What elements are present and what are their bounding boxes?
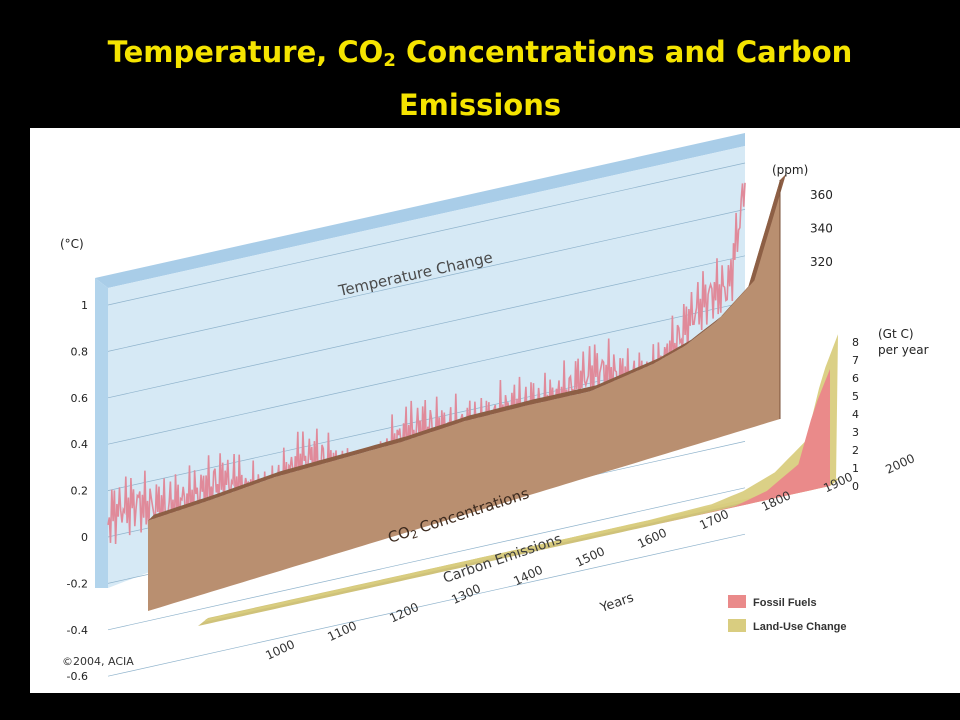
temperature-gridline xyxy=(107,301,746,445)
temperature-unit-label: (°C) xyxy=(60,237,84,251)
temperature-y-tick-label: -0.6 xyxy=(67,670,88,683)
year-tick-label: 1600 xyxy=(635,526,669,552)
legend-label-fossil-fuels: Fossil Fuels xyxy=(753,597,817,609)
year-tick-label: 1400 xyxy=(511,563,545,589)
chart-svg: Temperature Change (°C) 10.80.60.40.20-0… xyxy=(60,133,929,683)
emissions-y-tick-label: 5 xyxy=(852,390,859,403)
emissions-unit-label: (Gt C) xyxy=(878,327,914,341)
temperature-gridline xyxy=(107,533,746,677)
legend-swatch-land-use-change xyxy=(728,619,746,632)
year-tick-label: 1200 xyxy=(387,600,421,626)
temperature-gridline xyxy=(107,255,746,399)
temperature-y-tick-label: -0.2 xyxy=(67,577,88,590)
temperature-gridline xyxy=(107,487,746,631)
co2-unit-label: (ppm) xyxy=(772,163,808,177)
year-tick-label: 1100 xyxy=(325,619,359,645)
temperature-y-tick-label: 0.2 xyxy=(71,485,89,498)
emissions-y-tick-label: 1 xyxy=(852,462,859,475)
carbon-emissions-strip xyxy=(198,334,840,626)
co2-y-tick-labels: 360 340 320 xyxy=(810,188,833,269)
temperature-panel-top-edge xyxy=(95,133,745,288)
emissions-unit-label-2: per year xyxy=(878,343,929,357)
year-tick-label: 2000 xyxy=(883,451,917,477)
temperature-y-tick-label: 0.8 xyxy=(71,345,89,358)
legend: Fossil Fuels Land-Use Change xyxy=(728,595,847,633)
emissions-y-tick-label: 4 xyxy=(852,408,859,421)
temperature-y-tick-label: 0.4 xyxy=(71,438,89,451)
emissions-y-tick-label: 8 xyxy=(852,336,859,349)
temperature-y-tick-label: -0.4 xyxy=(67,624,88,637)
co2-y-tick-label: 340 xyxy=(810,221,833,235)
co2-band xyxy=(148,174,786,611)
emissions-y-tick-label: 3 xyxy=(852,426,859,439)
legend-swatch-fossil-fuels xyxy=(728,595,746,608)
temperature-y-tick-label: 0 xyxy=(81,531,88,544)
emissions-y-tick-label: 6 xyxy=(852,372,859,385)
co2-band-face xyxy=(148,180,780,611)
year-axis-label: Years xyxy=(597,590,635,616)
temperature-panel-side-edge xyxy=(95,278,108,588)
emissions-y-tick-label: 0 xyxy=(852,480,859,493)
year-tick-label: 1000 xyxy=(263,637,297,663)
emissions-y-tick-label: 7 xyxy=(852,354,859,367)
temperature-y-tick-label: 0.6 xyxy=(71,392,89,405)
emissions-y-tick-label: 2 xyxy=(852,444,859,457)
legend-label-land-use-change: Land-Use Change xyxy=(753,621,847,633)
emissions-y-tick-labels: 8 7 6 5 4 3 2 1 0 xyxy=(852,336,859,493)
chart-panel: Temperature Change (°C) 1 0.8 0.6 0.4 0.2 0 -0… xyxy=(30,128,960,693)
year-tick-label: 1300 xyxy=(449,581,483,607)
credit-text: ©2004, ACIA xyxy=(62,655,134,668)
title-bar: Temperature, CO2 Concentrations and Carb… xyxy=(0,0,960,128)
slide-title: Temperature, CO2 Concentrations and Carb… xyxy=(107,35,853,122)
temperature-gridline xyxy=(107,162,746,306)
temperature-y-tick-labels: 1 0.8 0.6 0.4 0.2 0 -0.2 -0.4 -0.6 xyxy=(67,299,88,683)
co2-y-tick-label: 360 xyxy=(810,188,833,202)
temperature-gridline xyxy=(107,209,746,352)
temperature-y-tick-label: 1 xyxy=(81,299,88,312)
co2-y-tick-label: 320 xyxy=(810,255,833,269)
